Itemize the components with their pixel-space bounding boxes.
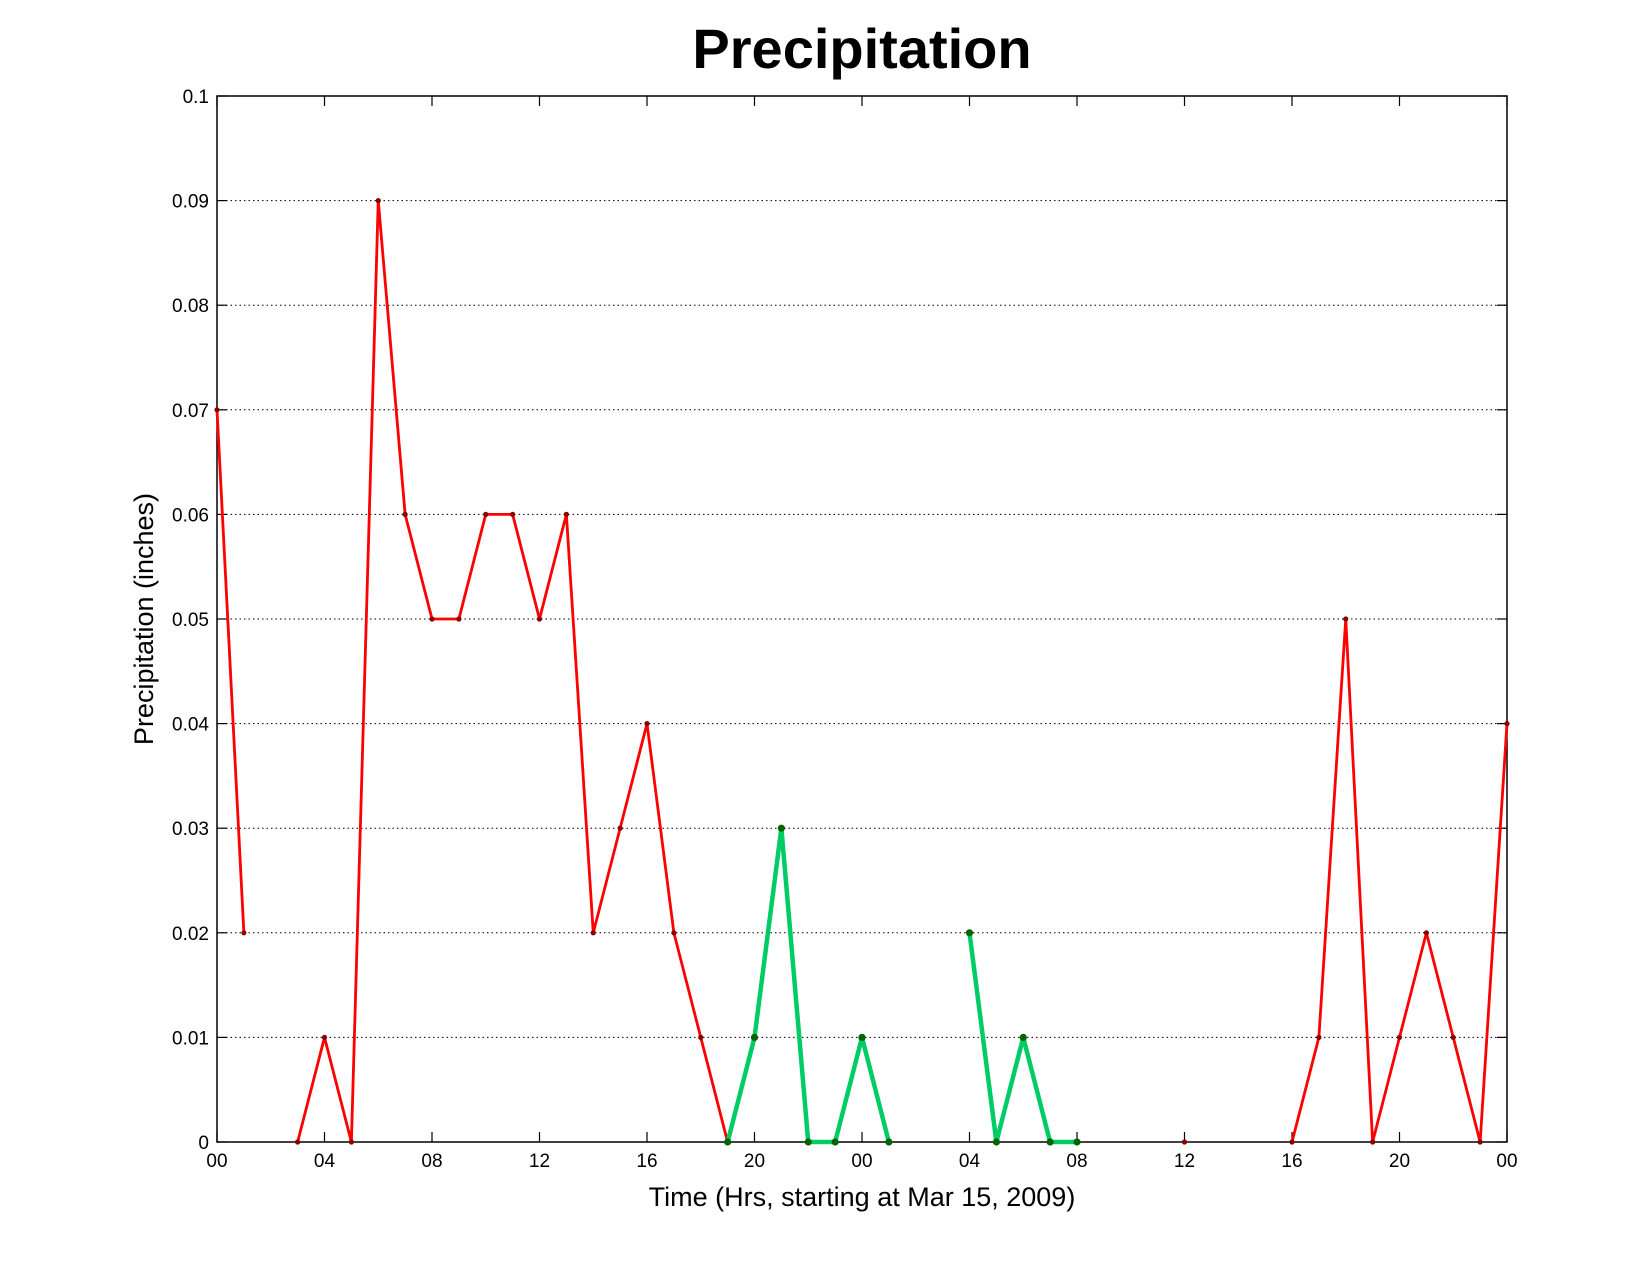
y-tick-label: 0.06 [172,505,209,526]
data-point [1343,616,1349,622]
x-tick-label: 20 [744,1151,765,1172]
series-0 [214,198,1510,1145]
x-tick-label: 08 [1066,1151,1087,1172]
x-tick-label: 20 [1389,1151,1410,1172]
data-point [321,1034,328,1040]
data-point [992,1138,1000,1146]
data-point [402,511,408,517]
x-tick-label: 00 [206,1151,227,1172]
x-tick-label: 12 [529,1151,550,1172]
data-point [885,1138,893,1146]
x-tick-label: 16 [1281,1151,1302,1172]
data-point [375,198,381,204]
y-tick-label: 0 [198,1133,209,1154]
data-point [214,407,220,413]
data-point [1316,1034,1322,1040]
x-tick-label: 08 [421,1151,442,1172]
y-tick-label: 0.08 [172,296,209,317]
data-point [671,930,677,936]
data-point [724,1138,732,1146]
data-point [510,511,516,517]
data-point [965,929,974,937]
data-point [295,1139,301,1145]
data-point [804,1138,812,1146]
y-tick-label: 0.03 [172,819,209,840]
data-point [617,825,623,831]
data-point [831,1138,839,1146]
data-point [590,930,596,936]
data-point [1046,1138,1054,1146]
series-line [296,199,729,1144]
y-axis-label: Precipitation (inches) [129,493,159,745]
y-tick-label: 0.04 [172,715,209,736]
x-tick-label: 12 [1174,1151,1195,1172]
chart-title: Precipitation [692,17,1031,80]
data-point [1423,930,1429,936]
x-tick-label: 04 [314,1151,336,1172]
data-point [1370,1139,1376,1145]
data-point [698,1034,704,1040]
x-tick-label: 16 [636,1151,657,1172]
x-tick-label: 04 [959,1151,981,1172]
data-point [858,1033,866,1041]
y-tick-label: 0.02 [172,924,209,945]
series-1 [724,824,1081,1146]
y-tick-label: 0.05 [172,610,209,631]
series-line [215,409,246,933]
data-point [750,1033,759,1041]
data-point [1289,1139,1295,1145]
data-point [1504,721,1510,727]
data-point [1181,1139,1188,1145]
y-tick-label: 0.07 [172,401,209,422]
data-point [777,824,785,832]
data-point [1396,1034,1403,1040]
y-tick-label: 0.09 [172,192,209,213]
y-tick-label: 0.01 [172,1028,209,1049]
x-tick-label: 00 [851,1151,872,1172]
data-point [536,616,543,622]
data-point [456,616,462,622]
axis-ticks [216,95,1508,1143]
data-point [1450,1034,1456,1040]
data-series [214,198,1510,1146]
data-point [483,511,489,517]
data-point [429,616,435,622]
data-point [1073,1138,1081,1146]
x-tick-label: 00 [1496,1151,1517,1172]
x-axis-label: Time (Hrs, starting at Mar 15, 2009) [649,1182,1076,1212]
series-line [1290,617,1509,1144]
data-point [1019,1033,1027,1041]
data-point [241,930,247,936]
tick-labels: 0 0.01 0.02 0.03 0.04 0.05 0.06 0.07 0.08 0.09 0.1… [172,87,1518,1172]
data-point [563,511,569,517]
data-point [644,721,650,727]
data-point [1477,1139,1483,1145]
data-point [348,1139,354,1145]
grid-lines [217,95,1507,1143]
series-line [725,825,892,1145]
y-tick-label: 0.1 [183,87,209,108]
